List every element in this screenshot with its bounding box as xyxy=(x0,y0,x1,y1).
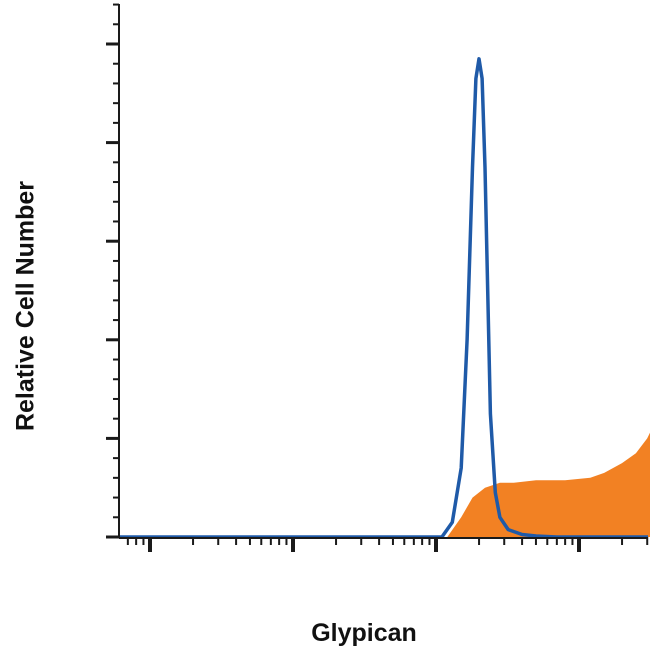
series-layer xyxy=(119,57,650,539)
y-axis-label: Relative Cell Number xyxy=(12,181,40,431)
y-axis-ticks xyxy=(106,3,119,539)
x-axis-ticks xyxy=(126,537,649,552)
histogram-control-series xyxy=(119,57,648,539)
x-axis-label: Glypican xyxy=(311,619,417,647)
